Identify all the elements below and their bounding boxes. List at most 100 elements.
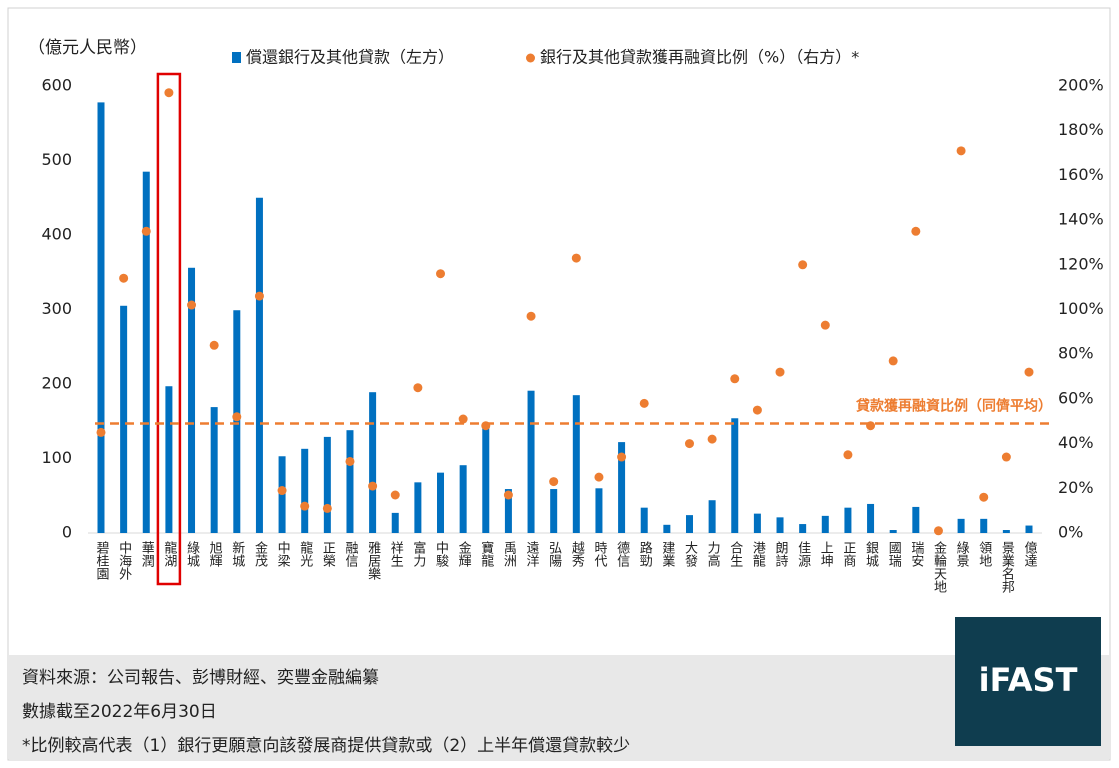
bar: [753, 513, 761, 533]
bar: [867, 503, 875, 533]
x-tick-label: 綠城: [184, 541, 200, 568]
dot: [1024, 367, 1034, 377]
x-tick-label: 綠景: [954, 541, 970, 567]
x-tick-label: 龍光: [297, 540, 313, 567]
bar: [821, 515, 829, 533]
bar: [640, 507, 648, 533]
y2-tick-label: 140%: [1058, 210, 1104, 229]
x-tick-label: 弘陽: [546, 541, 562, 567]
bar: [708, 500, 716, 533]
logo: iFAST: [979, 661, 1078, 699]
bar: [210, 407, 218, 533]
x-tick-label: 龍湖: [161, 540, 177, 567]
y-tick-label: 100: [41, 448, 72, 467]
logo-box: [955, 617, 1101, 746]
y2-tick-label: 160%: [1058, 165, 1104, 184]
dot: [707, 434, 717, 444]
bar: [1002, 530, 1010, 533]
dot: [164, 88, 174, 98]
x-tick-label: 越秀: [569, 541, 585, 568]
dot: [1001, 452, 1011, 462]
bar: [97, 102, 105, 533]
x-tick-label: 建業: [659, 541, 675, 567]
y-tick-label: 0: [62, 523, 72, 542]
dot: [368, 481, 378, 491]
x-tick-label: 富力: [410, 540, 426, 568]
y2-tick-label: 0%: [1058, 523, 1083, 542]
dot: [458, 414, 468, 424]
bar: [595, 488, 603, 533]
dot: [277, 486, 287, 496]
legend-swatch: [232, 52, 241, 63]
footer-bg: [9, 655, 1109, 759]
x-tick-label: 銀城: [863, 541, 879, 568]
dot: [911, 226, 921, 236]
x-tick-label: 德信: [614, 541, 630, 567]
x-tick-label: 正榮: [320, 541, 336, 567]
footer-note: 數據截至2022年6月30日: [22, 702, 217, 722]
y2-tick-label: 40%: [1058, 433, 1094, 452]
dot: [119, 273, 129, 283]
bar: [346, 430, 354, 533]
dot: [96, 427, 106, 437]
dot: [684, 439, 694, 449]
dot: [594, 472, 604, 482]
dot: [413, 383, 423, 393]
y-tick-label: 200: [41, 374, 72, 393]
dot: [141, 226, 151, 236]
x-tick-label: 億達: [1022, 540, 1038, 567]
dot: [436, 269, 446, 279]
bar: [323, 436, 331, 533]
x-tick-label: 寶龍: [478, 540, 494, 567]
bar: [369, 392, 377, 533]
x-tick-label: 朗詩: [773, 541, 789, 567]
dot: [232, 412, 242, 422]
bar: [550, 489, 558, 533]
legend-label: 償還銀行及其他貸款（左方）: [246, 48, 454, 67]
dot: [617, 452, 627, 462]
x-tick-label: 雅居樂: [365, 541, 381, 580]
x-tick-label: 中梁: [275, 541, 291, 567]
x-tick-label: 大發: [682, 541, 698, 567]
footer-note: *比例較高代表（1）銀行更願意向該發展商提供貸款或（2）上半年償還貸款較少: [22, 736, 630, 756]
dot: [843, 450, 853, 460]
x-tick-label: 力高: [705, 541, 721, 567]
dot: [933, 526, 943, 536]
x-tick-label: 佳源: [795, 541, 811, 567]
x-tick-label: 華潤: [139, 541, 155, 567]
bar: [572, 395, 580, 533]
x-tick-label: 時代: [591, 541, 607, 568]
bar: [437, 472, 445, 533]
dot: [345, 456, 355, 466]
dot: [979, 492, 989, 502]
x-tick-label: 港龍: [750, 541, 766, 567]
x-tick-label: 合生: [727, 541, 743, 567]
dot: [775, 367, 785, 377]
bar: [301, 448, 309, 533]
dot: [526, 311, 536, 321]
x-tick-label: 碧桂園: [94, 541, 110, 580]
x-tick-label: 正商: [840, 541, 856, 567]
dot: [798, 260, 808, 270]
y2-tick-label: 80%: [1058, 344, 1094, 363]
legend-swatch: [526, 53, 535, 63]
bar: [980, 518, 988, 533]
x-tick-label: 遠洋: [524, 541, 540, 567]
bar: [731, 418, 739, 533]
dot: [956, 146, 966, 156]
dot: [888, 356, 898, 366]
footer-note: 資料來源：公司報告、彭博財經、奕豐金融編纂: [22, 667, 379, 688]
x-tick-label: 金輪天地: [931, 540, 947, 593]
dot: [503, 490, 513, 500]
y-tick-label: 400: [41, 225, 72, 244]
x-tick-label: 上坤: [818, 541, 834, 567]
bar: [957, 518, 965, 533]
dot: [639, 398, 649, 408]
bar: [912, 506, 920, 533]
x-tick-label: 國瑞: [886, 541, 902, 567]
x-tick-label: 旭輝: [207, 541, 223, 567]
x-tick-label: 祥生: [388, 541, 404, 567]
bar: [414, 482, 422, 533]
dot: [254, 291, 264, 301]
x-tick-label: 新城: [229, 540, 245, 568]
